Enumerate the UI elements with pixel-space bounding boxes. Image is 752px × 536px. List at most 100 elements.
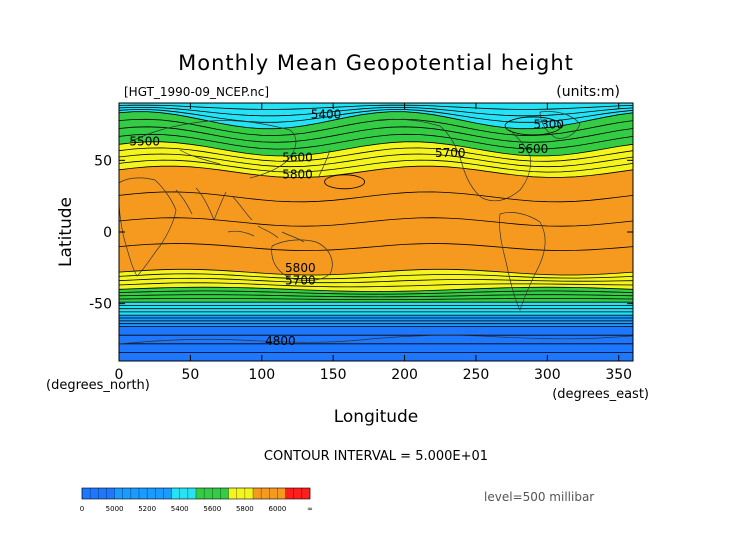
colorbar-segment xyxy=(244,488,254,499)
colorbar-tick-label: 0 xyxy=(80,505,84,513)
coast-eurasia-north xyxy=(129,120,297,179)
colorbar-segment xyxy=(269,488,278,499)
contour-label: 5700 xyxy=(435,146,466,160)
colorbar-segment xyxy=(139,488,148,499)
contour-line xyxy=(119,268,633,276)
contour-label: 5300 xyxy=(533,118,564,132)
contour-lines xyxy=(119,103,633,353)
level-text: level=500 millibar xyxy=(484,490,594,504)
contour-label: 5700 xyxy=(285,274,316,288)
contour-label: 5800 xyxy=(282,168,313,182)
colorbar xyxy=(81,487,311,500)
colorbar-segment xyxy=(220,488,229,499)
contour-label: 5400 xyxy=(311,107,342,121)
contour-low-cell xyxy=(504,116,562,136)
contour-line xyxy=(119,290,633,295)
contour-line xyxy=(119,273,633,280)
x-tick-label: 200 xyxy=(391,367,418,383)
y-axis-label: Latitude xyxy=(56,197,76,267)
contour-line xyxy=(119,282,633,288)
x-tick-label: 50 xyxy=(181,367,199,383)
colorbar-segment xyxy=(147,488,156,499)
contour-line xyxy=(119,217,633,227)
colorbar-segment xyxy=(163,488,172,499)
colorbar-tick-label: 5200 xyxy=(138,505,156,513)
colorbar-segment xyxy=(301,488,311,499)
colorbar-tick-label: 6000 xyxy=(269,505,287,513)
colorbar-segment xyxy=(171,488,181,499)
contour-line xyxy=(119,153,633,168)
contour-line xyxy=(119,298,633,300)
coast-greenland xyxy=(539,111,581,139)
colorbar-tick-label: 5800 xyxy=(236,505,254,513)
file-label: [HGT_1990-09_NCEP.nc] xyxy=(124,85,269,99)
x-tick-label: 300 xyxy=(534,367,561,383)
contour-line xyxy=(119,104,633,110)
contour-high-cell xyxy=(324,174,365,190)
colorbar-ticks: 0 5000 5200 5400 5600 5800 6000 ∞ xyxy=(80,505,313,513)
colorbar-segment xyxy=(253,488,262,499)
colorbar-segment xyxy=(90,488,99,499)
x-tick-label: 0 xyxy=(115,367,124,383)
contour-line xyxy=(119,147,633,162)
colorbar-segment xyxy=(130,488,140,499)
contour-band xyxy=(119,111,633,156)
contour-line xyxy=(119,126,633,143)
contour-line xyxy=(119,118,633,136)
coast-antarctica xyxy=(119,334,633,345)
contour-label: 5600 xyxy=(518,142,549,156)
x-axis: 0 50 100 150 200 250 300 350 xyxy=(115,103,632,383)
contour-label: 4800 xyxy=(265,334,296,348)
colorbar-segment xyxy=(204,488,213,499)
coast-south-america xyxy=(499,212,546,311)
colorbar-tick-label: 5600 xyxy=(203,505,221,513)
y-tick-label: -50 xyxy=(89,297,112,313)
contour-line xyxy=(119,141,633,157)
x-tick-label: 350 xyxy=(605,367,632,383)
colorbar-segment xyxy=(122,488,132,499)
coast-indonesia xyxy=(227,225,305,243)
coast-asia-south xyxy=(175,187,253,221)
coast-japan xyxy=(317,149,331,179)
contour-line xyxy=(119,243,633,252)
x-unit-label: (degrees_east) xyxy=(552,387,649,402)
contour-line xyxy=(119,277,633,284)
contour-label: 5500 xyxy=(129,135,160,149)
colorbar-segment xyxy=(114,488,124,499)
contour-line xyxy=(119,107,633,117)
y-tick-label: 50 xyxy=(94,153,112,169)
colorbar-segment xyxy=(236,488,246,499)
colorbar-segment xyxy=(277,488,286,499)
colorbar-tick-label: 5400 xyxy=(171,505,189,513)
colorbar-segment xyxy=(285,488,295,499)
units-label: (units:m) xyxy=(556,84,620,100)
y-axis: 50 0 -50 xyxy=(89,153,633,313)
colorbar-segment xyxy=(98,488,107,499)
colorbar-segment xyxy=(293,488,303,499)
contour-line xyxy=(119,109,633,123)
colorbar-segment xyxy=(228,488,238,499)
colorbar-frame xyxy=(81,487,311,500)
x-tick-label: 150 xyxy=(320,367,347,383)
contour-label: 5800 xyxy=(285,261,316,275)
contour-line xyxy=(119,111,633,130)
contour-interval-text: CONTOUR INTERVAL = 5.000E+01 xyxy=(264,449,488,464)
coast-australia xyxy=(271,239,333,281)
x-tick-label: 100 xyxy=(248,367,275,383)
colorbar-segment xyxy=(187,488,197,499)
colorbar-segment xyxy=(106,488,115,499)
colorbar-tick-label: ∞ xyxy=(307,505,313,513)
contour-line xyxy=(119,191,633,203)
contour-line xyxy=(119,165,633,178)
coast-africa xyxy=(119,177,177,277)
colorbar-segment xyxy=(196,488,205,499)
colorbar-segment xyxy=(261,488,270,499)
contour-label: 5600 xyxy=(282,150,313,164)
y-unit-label: (degrees_north) xyxy=(46,378,150,393)
coast-north-america xyxy=(377,118,531,202)
chart-title: Monthly Mean Geopotential height xyxy=(178,51,574,75)
x-axis-label: Longitude xyxy=(334,407,419,427)
